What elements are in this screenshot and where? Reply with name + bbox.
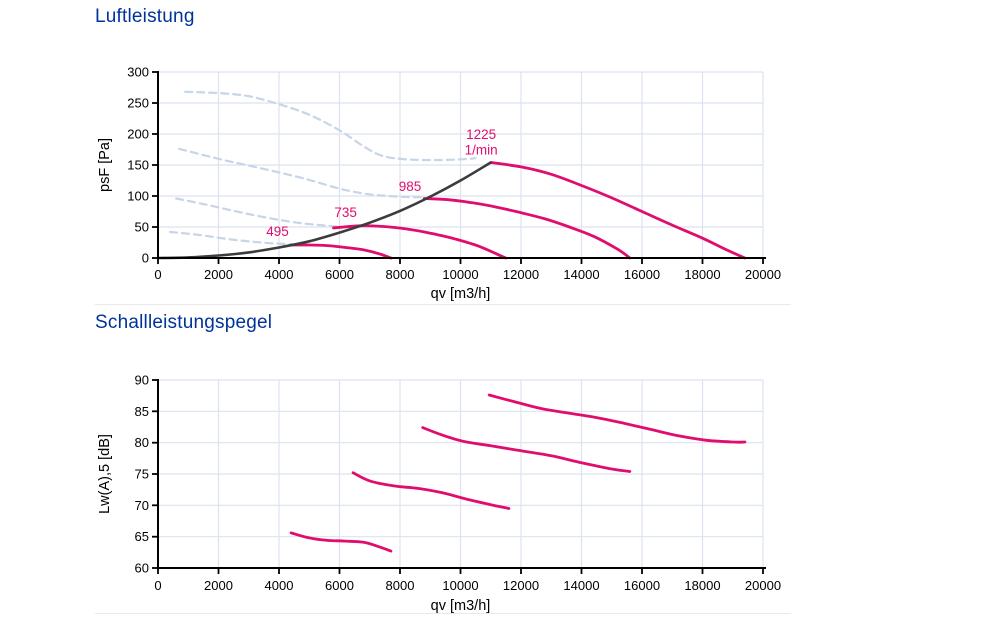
- y-tick-label: 150: [127, 158, 149, 173]
- y-tick-label: 50: [135, 220, 149, 235]
- x-tick-label: 16000: [624, 578, 660, 593]
- x-tick-label: 2000: [204, 267, 233, 282]
- y-tick-label: 0: [142, 251, 149, 266]
- curve-system-resistance-curve: [156, 161, 493, 260]
- x-tick-label: 18000: [684, 267, 720, 282]
- curve-speed-label: 985: [399, 179, 422, 194]
- y-tick-label: 60: [135, 561, 149, 576]
- air-performance-x-axis-label: qv [m3/h]: [431, 286, 491, 302]
- curve-fan-curve-985-1-min: [422, 197, 632, 260]
- x-tick-label: 4000: [265, 267, 294, 282]
- air-performance-title: Luftleistung: [95, 6, 195, 27]
- x-tick-label: 20000: [745, 578, 781, 593]
- y-tick-label: 100: [127, 189, 149, 204]
- curve-sound-curve-985-1-min: [421, 426, 632, 473]
- sound-power-title: Schallleistungspegel: [95, 312, 273, 333]
- curve-guide-dashed-495: [169, 230, 293, 246]
- x-tick-label: 12000: [503, 578, 539, 593]
- y-tick-label: 75: [135, 467, 149, 482]
- curve-fan-curve-735-1-min: [332, 224, 508, 260]
- x-tick-label: 6000: [325, 578, 354, 593]
- air-performance-y-axis-label: psF [Pa]: [97, 138, 113, 192]
- section-divider-top: [95, 304, 791, 305]
- x-tick-label: 6000: [325, 267, 354, 282]
- curve-fan-curve-495-1-min: [289, 243, 393, 260]
- x-tick-label: 10000: [442, 578, 478, 593]
- x-tick-label: 16000: [624, 267, 660, 282]
- x-tick-label: 14000: [563, 267, 599, 282]
- y-tick-label: 80: [135, 435, 149, 450]
- x-tick-label: 14000: [563, 578, 599, 593]
- curve-speed-label: 1225: [466, 127, 496, 142]
- y-tick-label: 250: [127, 96, 149, 111]
- x-tick-label: 0: [154, 267, 161, 282]
- curve-speed-label: 495: [266, 224, 289, 239]
- y-tick-label: 85: [135, 404, 149, 419]
- section-divider-bottom: [95, 613, 791, 614]
- curve-guide-dashed-985: [178, 147, 426, 199]
- curve-sound-curve-495-1-min: [289, 531, 393, 553]
- curve-speed-label: 735: [334, 205, 357, 220]
- y-tick-label: 300: [127, 65, 149, 80]
- y-tick-label: 65: [135, 529, 149, 544]
- x-tick-label: 20000: [745, 267, 781, 282]
- y-tick-label: 90: [135, 373, 149, 388]
- x-tick-label: 2000: [204, 578, 233, 593]
- x-tick-label: 12000: [503, 267, 539, 282]
- y-tick-label: 70: [135, 498, 149, 513]
- curve-fan-curve-1225-1-min: [489, 161, 747, 260]
- x-tick-label: 8000: [386, 578, 415, 593]
- curve-speed-label: 1/min: [465, 143, 498, 158]
- x-tick-label: 18000: [684, 578, 720, 593]
- x-tick-label: 4000: [265, 578, 294, 593]
- air-performance-chart: 0 2000 4000 6000 8000 10000 12000 14000 16000 180…: [97, 65, 781, 303]
- y-tick-label: 200: [127, 127, 149, 142]
- x-tick-label: 8000: [386, 267, 415, 282]
- sound-power-y-axis-label: Lw(A),5 [dB]: [97, 434, 113, 514]
- sound-power-chart: 0 2000 4000 6000 8000 10000 12000 14000 16000 180…: [97, 373, 781, 615]
- curve-sound-curve-1225-1-min: [487, 393, 747, 444]
- sound-power-x-axis-label: qv [m3/h]: [431, 598, 491, 614]
- curve-guide-dashed-1225: [184, 90, 477, 162]
- x-tick-label: 10000: [442, 267, 478, 282]
- curve-sound-curve-735-1-min: [351, 471, 511, 510]
- x-tick-label: 0: [154, 578, 161, 593]
- curve-guide-dashed-735: [175, 197, 362, 229]
